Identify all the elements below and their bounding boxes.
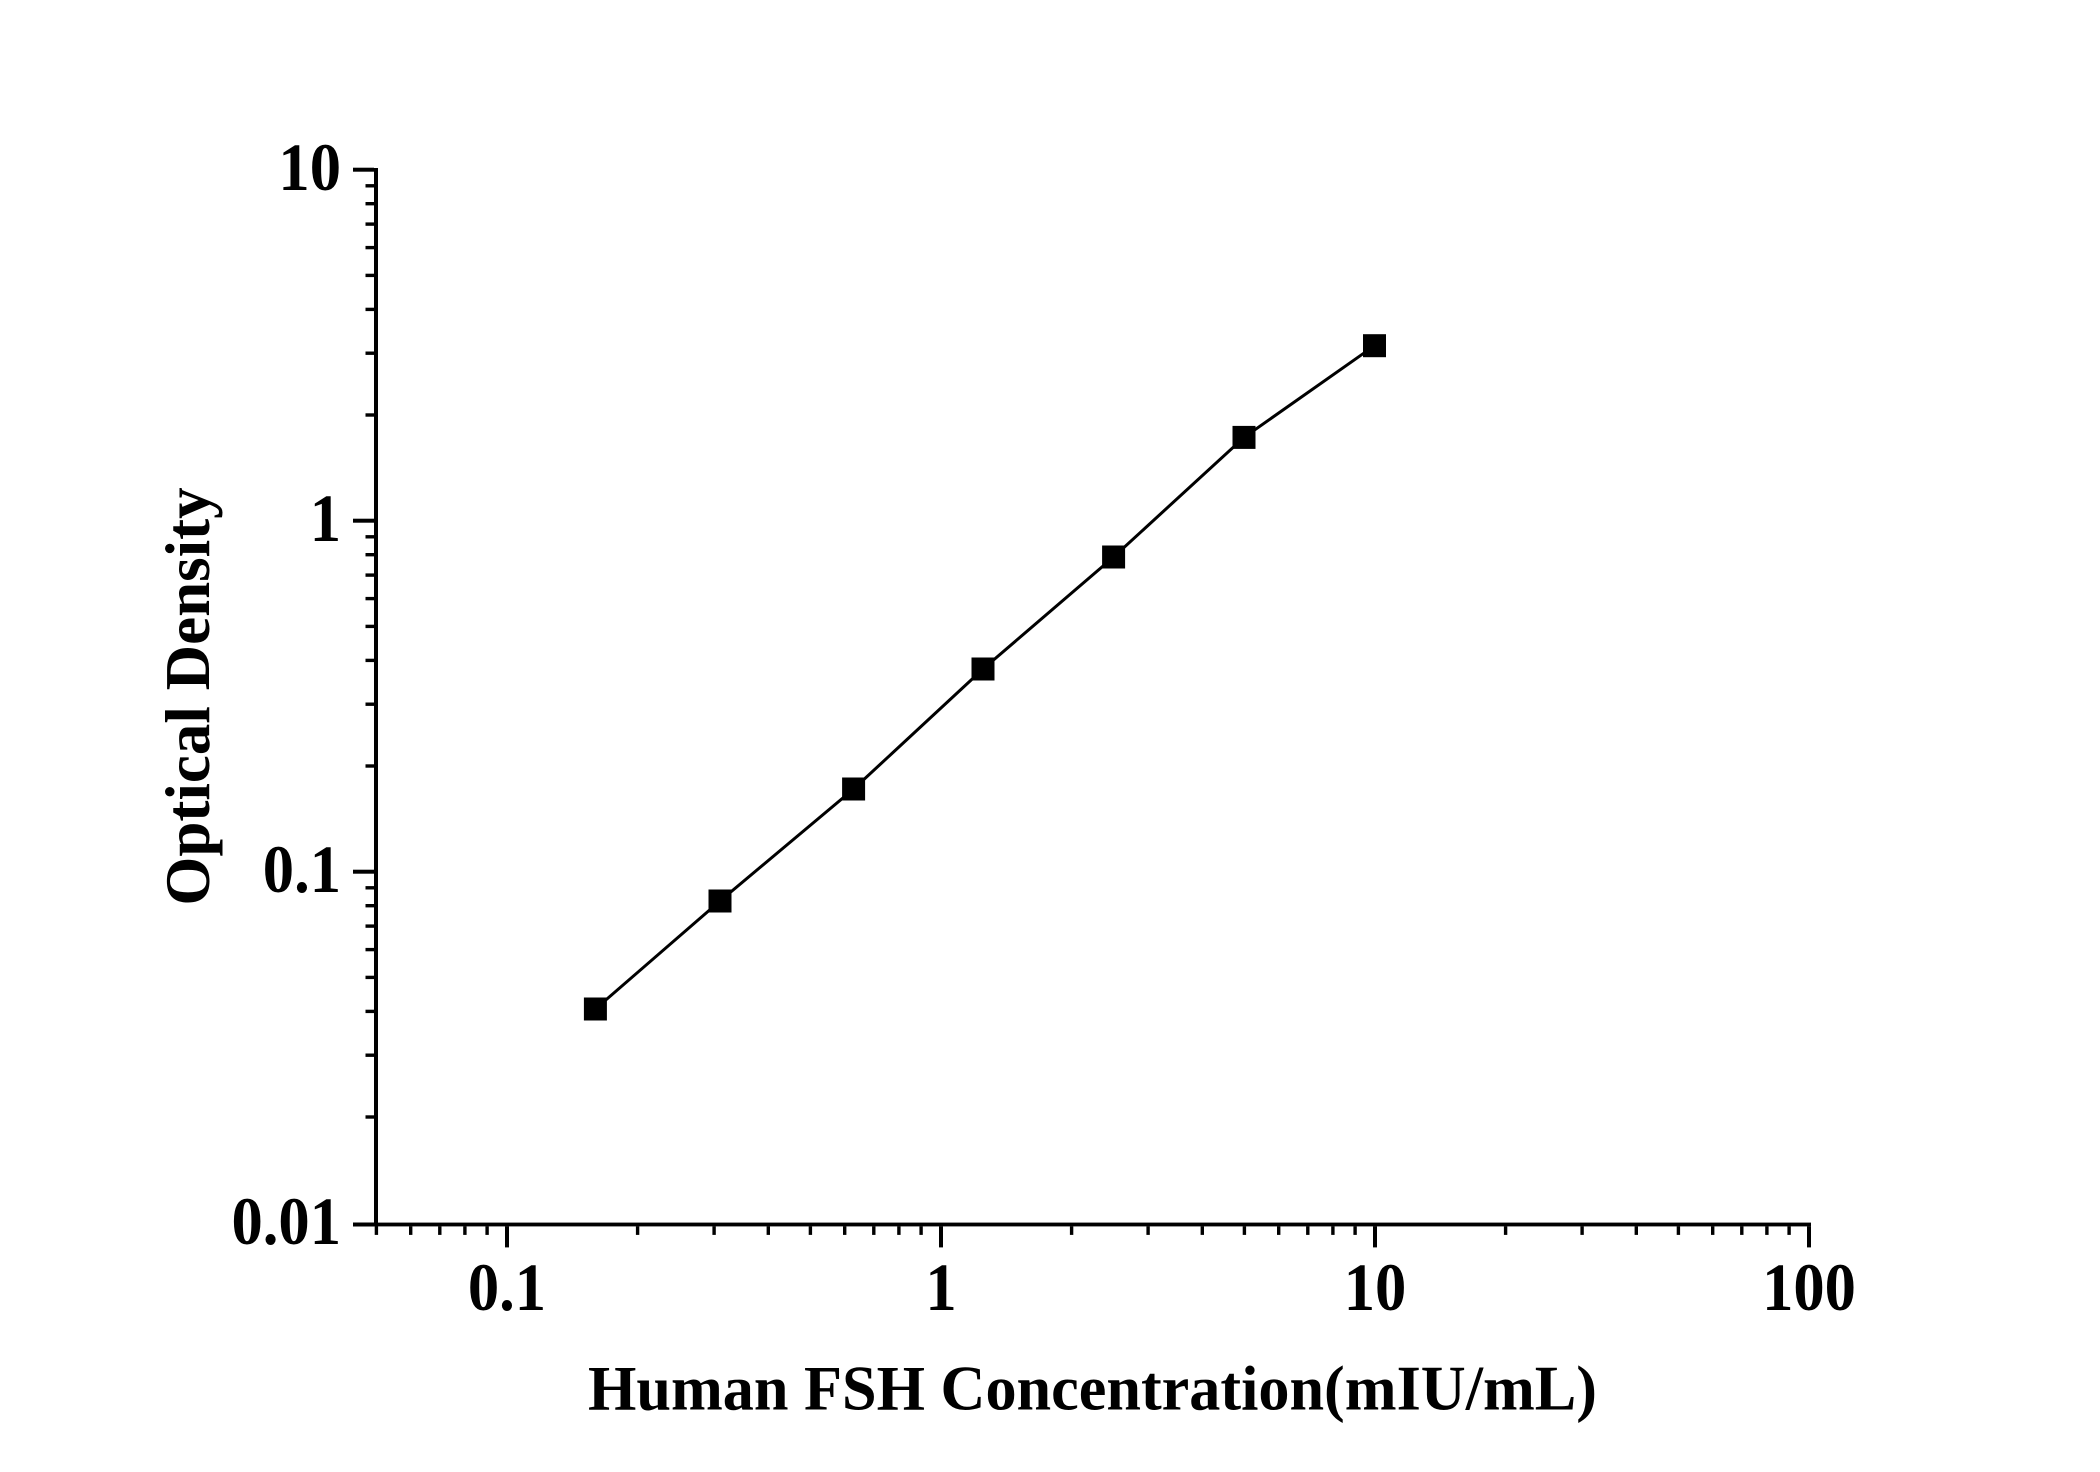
svg-text:10: 10 <box>278 129 341 205</box>
svg-text:1: 1 <box>310 480 341 556</box>
svg-text:0.01: 0.01 <box>232 1183 342 1259</box>
svg-text:Human FSH Concentration(mIU/mL: Human FSH Concentration(mIU/mL) <box>588 1354 1597 1424</box>
svg-text:Optical Density: Optical Density <box>153 487 223 905</box>
svg-text:10: 10 <box>1344 1249 1407 1325</box>
svg-text:0.1: 0.1 <box>263 831 341 907</box>
svg-text:0.1: 0.1 <box>468 1249 546 1325</box>
svg-text:100: 100 <box>1762 1249 1856 1325</box>
svg-text:1: 1 <box>925 1249 956 1325</box>
